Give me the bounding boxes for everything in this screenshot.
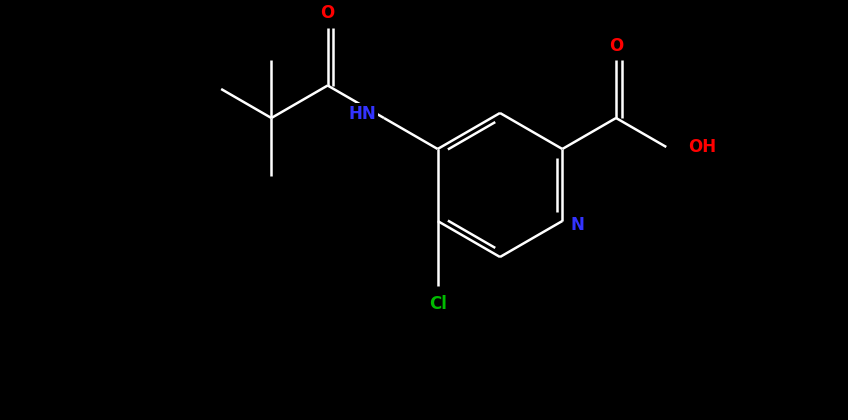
Text: HN: HN [349, 105, 376, 123]
Text: N: N [571, 216, 584, 234]
Text: O: O [321, 3, 335, 21]
Text: O: O [609, 37, 623, 55]
Text: OH: OH [689, 138, 717, 156]
Text: Cl: Cl [429, 295, 447, 313]
